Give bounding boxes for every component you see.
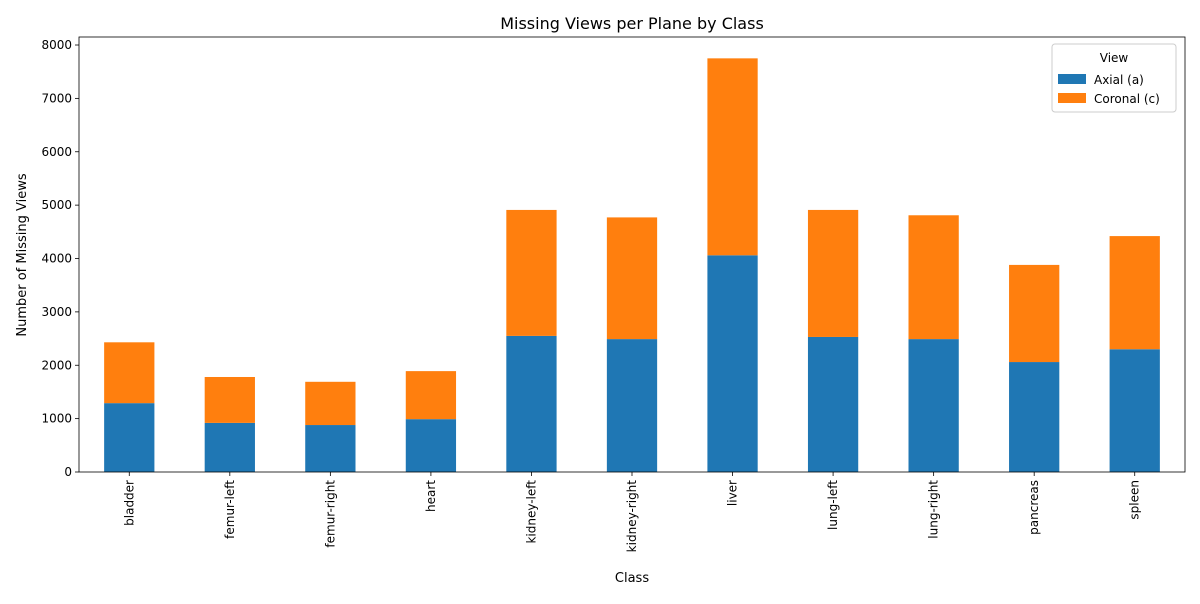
x-tick-label-heart: heart: [424, 480, 438, 512]
bar-bladder-series-1: [104, 342, 155, 404]
y-tick-label: 0: [64, 465, 72, 479]
chart-title: Missing Views per Plane by Class: [500, 14, 764, 33]
bar-spleen-series-0: [1109, 349, 1160, 472]
y-tick-label: 2000: [41, 358, 72, 372]
y-tick-label: 6000: [41, 145, 72, 159]
x-tick-label-pancreas: pancreas: [1027, 480, 1041, 535]
x-tick-label-femur-right: femur-right: [323, 480, 337, 548]
bar-lung-right-series-1: [908, 215, 959, 340]
bar-kidney-left-series-1: [506, 209, 557, 336]
bar-femur-left-series-0: [204, 422, 255, 472]
x-tick-label-kidney-right: kidney-right: [625, 480, 639, 553]
x-tick-label-liver: liver: [726, 480, 740, 506]
bar-femur-right-series-0: [305, 425, 356, 472]
bar-pancreas-series-1: [1009, 264, 1060, 363]
bar-spleen-series-1: [1109, 236, 1160, 350]
y-tick-label: 7000: [41, 91, 72, 105]
legend-entry-0: Axial (a): [1094, 73, 1144, 87]
bar-femur-right-series-1: [305, 381, 356, 426]
bar-heart-series-0: [405, 419, 457, 472]
y-tick-label: 8000: [41, 38, 72, 52]
y-tick-label: 4000: [41, 252, 72, 266]
x-tick-label-femur-left: femur-left: [223, 480, 237, 539]
bar-liver-series-1: [707, 58, 758, 256]
x-tick-label-kidney-left: kidney-left: [524, 480, 538, 544]
bar-heart-series-1: [405, 371, 457, 420]
legend: View Axial (a) Coronal (c): [1051, 43, 1177, 113]
legend-swatch-1: [1058, 93, 1086, 103]
y-axis-label: Number of Missing Views: [15, 173, 30, 336]
bar-liver-series-0: [707, 255, 758, 472]
bar-kidney-left-series-0: [506, 335, 557, 472]
bar-pancreas-series-0: [1009, 362, 1060, 472]
axes-layer: 0 1000 2000 3000 4000 5000 6000 7000 8000 bladder…: [41, 36, 1186, 553]
y-tick-label: 3000: [41, 305, 72, 319]
y-tick-label: 5000: [41, 198, 72, 212]
bar-kidney-right-series-0: [606, 339, 658, 472]
x-tick-label-lung-right: lung-right: [927, 480, 941, 539]
bar-lung-right-series-0: [908, 339, 959, 472]
bar-femur-left-series-1: [204, 376, 255, 423]
bar-kidney-right-series-1: [606, 217, 658, 340]
x-axis-label: Class: [615, 571, 649, 586]
legend-title: View: [1100, 51, 1129, 65]
x-tick-label-lung-left: lung-left: [826, 480, 840, 530]
bar-lung-left-series-0: [807, 336, 859, 472]
bars-layer: [104, 58, 1160, 472]
legend-entry-1: Coronal (c): [1094, 92, 1160, 106]
y-tick-label: 1000: [41, 412, 72, 426]
legend-swatch-0: [1058, 74, 1086, 84]
bar-lung-left-series-1: [807, 209, 859, 337]
x-tick-label-bladder: bladder: [122, 480, 136, 526]
x-tick-label-spleen: spleen: [1128, 480, 1142, 520]
bar-bladder-series-0: [104, 403, 155, 472]
